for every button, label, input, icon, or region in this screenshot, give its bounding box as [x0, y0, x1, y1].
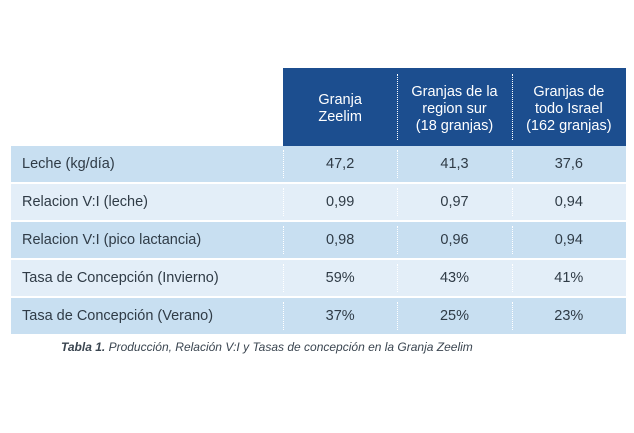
row-label: Relacion V:I (pico lactancia) — [22, 232, 202, 248]
caption-text: Producción, Relación V:I y Tasas de conc… — [105, 340, 473, 354]
row-label: Tasa de Concepción (Verano) — [22, 308, 214, 324]
cell-region-sur: 0,96 — [397, 222, 511, 258]
cell-zeelim: 59% — [283, 260, 397, 296]
row-label: Tasa de Concepción (Invierno) — [22, 270, 219, 286]
table-row: Relacion V:I (leche) 0,99 0,97 0,94 — [11, 184, 626, 220]
cell-zeelim: 0,98 — [283, 222, 397, 258]
cell-zeelim: 37% — [283, 298, 397, 334]
table-row: Tasa de Concepción (Invierno) 59% 43% 41… — [11, 260, 626, 296]
header-region-sur: Granjas de la region sur (18 granjas) — [397, 68, 512, 146]
table-header-row: Granja Zeelim Granjas de la region sur (… — [11, 68, 626, 146]
row-label: Leche (kg/día) — [22, 156, 115, 172]
cell-todo-israel: 0,94 — [511, 184, 626, 220]
caption-label: Tabla 1. — [61, 340, 106, 354]
cell-todo-israel: 23% — [511, 298, 626, 334]
cell-todo-israel: 37,6 — [511, 146, 626, 182]
table-caption: Tabla 1. Producción, Relación V:I y Tasa… — [61, 340, 473, 354]
cell-region-sur: 25% — [397, 298, 511, 334]
cell-zeelim: 47,2 — [283, 146, 397, 182]
cell-todo-israel: 0,94 — [511, 222, 626, 258]
row-label: Relacion V:I (leche) — [22, 194, 148, 210]
cell-region-sur: 43% — [397, 260, 511, 296]
header-spacer — [11, 68, 283, 146]
header-zeelim: Granja Zeelim — [283, 68, 398, 146]
cell-zeelim: 0,99 — [283, 184, 397, 220]
cell-region-sur: 41,3 — [397, 146, 511, 182]
cell-region-sur: 0,97 — [397, 184, 511, 220]
table-row: Leche (kg/día) 47,2 41,3 37,6 — [11, 146, 626, 182]
data-table: Granja Zeelim Granjas de la region sur (… — [11, 68, 626, 334]
table-row: Tasa de Concepción (Verano) 37% 25% 23% — [11, 298, 626, 334]
header-todo-israel: Granjas de todo Israel (162 granjas) — [511, 68, 626, 146]
table-row: Relacion V:I (pico lactancia) 0,98 0,96 … — [11, 222, 626, 258]
cell-todo-israel: 41% — [511, 260, 626, 296]
